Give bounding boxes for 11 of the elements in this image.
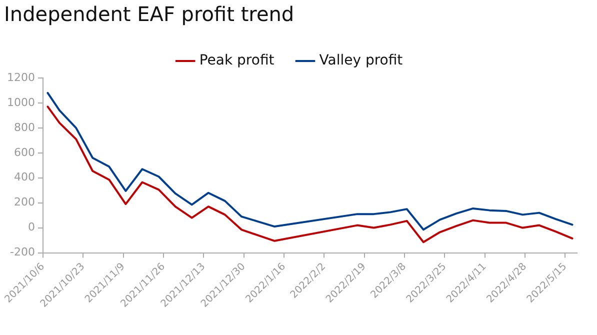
y-tick-label: 600	[14, 146, 35, 159]
legend-label: Valley profit	[319, 52, 404, 69]
legend-label: Peak profit	[199, 52, 275, 69]
y-tick-label: 800	[14, 120, 35, 134]
y-tick-label: 1000	[6, 96, 35, 109]
y-tick-label: 1200	[6, 70, 35, 84]
y-tick-label: -200	[10, 246, 35, 259]
y-tick-label: 400	[14, 170, 35, 184]
chart-title: Independent EAF profit trend	[4, 2, 294, 26]
y-tick-label: 0	[28, 220, 35, 234]
y-tick-label: 200	[14, 196, 35, 209]
